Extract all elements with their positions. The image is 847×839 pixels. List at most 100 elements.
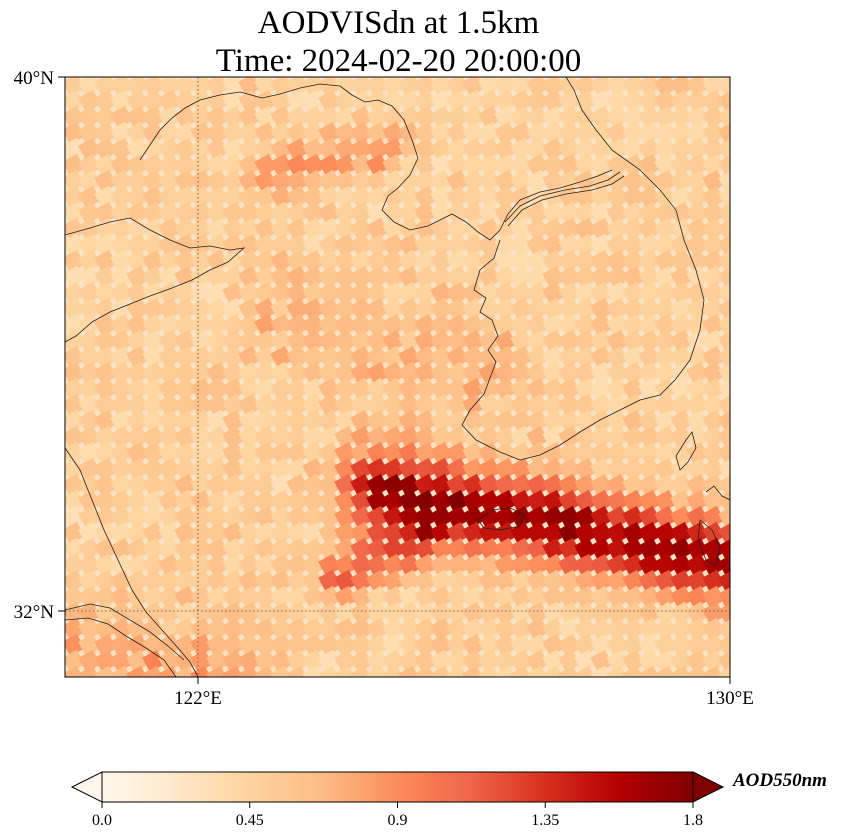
aod-cell [350, 441, 373, 465]
aod-cell [238, 569, 261, 593]
aod-cell [494, 169, 517, 193]
lon-label-130e: 130°E [706, 688, 754, 709]
aod-cell [574, 425, 597, 449]
aod-cell [65, 665, 85, 677]
aod-cell [510, 649, 533, 673]
aod-cell [366, 345, 389, 369]
aod-cell [590, 425, 613, 449]
aod-cell [126, 217, 149, 241]
aod-cell [670, 265, 693, 289]
aod-cell [558, 393, 581, 417]
aod-cell [206, 345, 229, 369]
aod-cell [590, 169, 613, 193]
aod-cell [94, 457, 117, 481]
aod-cell [254, 249, 277, 273]
aod-cell [238, 617, 261, 641]
aod-cell [462, 297, 485, 321]
aod-cell [526, 361, 549, 385]
aod-cell [142, 601, 165, 625]
aod-cell [702, 137, 725, 161]
aod-cell [558, 521, 581, 545]
aod-cell [638, 569, 661, 593]
aod-cell [302, 105, 325, 129]
aod-cell [526, 77, 549, 97]
aod-cell [190, 201, 213, 225]
aod-cell [462, 633, 485, 657]
aod-cell [65, 585, 85, 609]
map-frame [64, 76, 731, 678]
aod-cell [78, 249, 101, 273]
aod-cell [78, 313, 101, 337]
aod-cell [190, 281, 213, 305]
aod-cell [478, 329, 501, 353]
aod-cell [126, 617, 149, 641]
aod-cell [670, 617, 693, 641]
aod-cell [110, 281, 133, 305]
aod-cell [702, 505, 725, 529]
aod-cell [366, 361, 389, 385]
aod-cell [446, 297, 469, 321]
aod-cell [334, 217, 357, 241]
aod-cell [430, 521, 453, 545]
aod-cell [286, 169, 309, 193]
aod-cell [638, 585, 661, 609]
aod-cell [686, 649, 709, 673]
aod-cell [126, 585, 149, 609]
aod-cell [494, 505, 517, 529]
aod-cell [558, 265, 581, 289]
aod-cell [686, 521, 709, 545]
aod-cell [654, 665, 677, 677]
aod-cell [494, 217, 517, 241]
aod-cell [702, 441, 725, 465]
aod-cell [110, 265, 133, 289]
aod-cell [270, 537, 293, 561]
aod-cell [238, 537, 261, 561]
aod-cell [94, 505, 117, 529]
aod-cell [606, 601, 629, 625]
aod-cell [494, 329, 517, 353]
aod-cell [462, 569, 485, 593]
aod-cell [254, 329, 277, 353]
aod-cell [302, 393, 325, 417]
aod-cell [142, 137, 165, 161]
aod-cell [254, 585, 277, 609]
aod-cell [78, 185, 101, 209]
aod-cell [142, 121, 165, 145]
aod-cell [302, 217, 325, 241]
aod-cell [622, 313, 645, 337]
aod-cell [238, 121, 261, 145]
aod-cell [590, 505, 613, 529]
aod-cell [110, 233, 133, 257]
aod-cell [382, 633, 405, 657]
aod-cell [206, 393, 229, 417]
aod-cell [382, 489, 405, 513]
aod-cell [190, 329, 213, 353]
aod-cell [606, 409, 629, 433]
aod-cell [494, 473, 517, 497]
aod-cell [158, 649, 181, 673]
aod-cell [174, 233, 197, 257]
aod-cell [302, 601, 325, 625]
aod-cell [238, 409, 261, 433]
aod-cell [302, 249, 325, 273]
aod-cell [238, 153, 261, 177]
aod-cell [350, 361, 373, 385]
aod-cell [702, 489, 725, 513]
aod-cell [622, 77, 645, 97]
aod-cell [94, 377, 117, 401]
aod-cell [686, 89, 709, 113]
aod-cell [270, 601, 293, 625]
aod-cell [542, 473, 565, 497]
aod-cell [190, 345, 213, 369]
aod-cell [65, 137, 85, 161]
aod-cell [542, 505, 565, 529]
aod-cell [174, 393, 197, 417]
aod-cell [382, 473, 405, 497]
aod-cell [270, 473, 293, 497]
aod-cell [558, 201, 581, 225]
aod-cell [462, 233, 485, 257]
aod-cell [158, 137, 181, 161]
aod-cell [78, 633, 101, 657]
aod-cell [94, 169, 117, 193]
aod-cell [334, 489, 357, 513]
